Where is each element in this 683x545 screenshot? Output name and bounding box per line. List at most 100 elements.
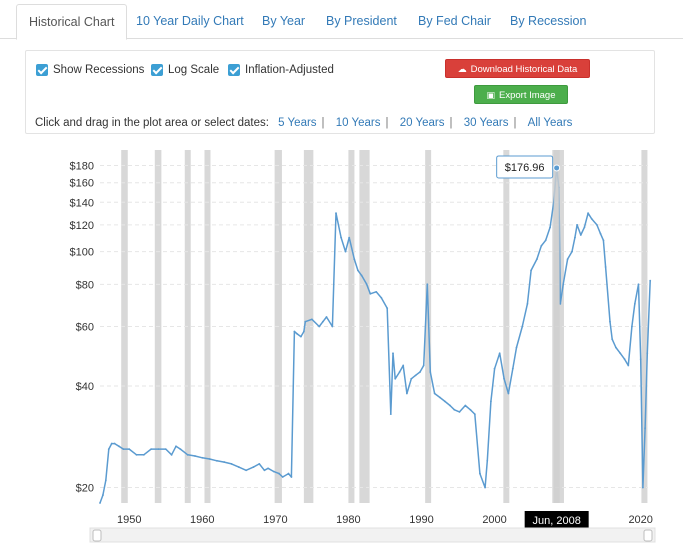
data-point [208,458,211,460]
inflation-adjusted-checkbox[interactable]: Inflation-Adjusted [228,63,334,77]
data-point [267,467,269,470]
log-scale-label: Log Scale [168,64,220,76]
data-point [449,404,451,407]
value-callout-box [496,155,554,179]
data-point [627,364,630,367]
data-point [641,486,644,489]
data-point [164,448,167,450]
data-point [113,442,116,445]
x-tick-label: 1990 [409,514,433,526]
data-point [623,358,626,361]
data-point [318,325,321,328]
data-point [571,250,573,253]
data-point [201,456,204,459]
data-point [128,448,131,450]
data-point [526,303,529,305]
data-point [414,374,417,377]
data-point [230,463,233,465]
oil-price-chart[interactable]: $20 $40 $60 $80 $100 $120 $140 $160 $180 1950 196… [0,140,683,545]
data-point [331,325,334,328]
x-tick-label: 1970 [263,514,287,526]
data-point [511,367,514,370]
image-icon: ▣ [486,90,495,100]
data-point [604,266,607,268]
data-point [486,459,489,462]
chart-options-panel: Show Recessions Log Scale Inflation-Adju… [25,50,655,134]
data-point [637,283,640,286]
data-point [300,335,302,338]
tab-by-year[interactable]: By Year [262,14,306,28]
data-point [458,411,461,413]
log-scale-checkbox[interactable]: Log Scale [151,63,219,77]
data-point [310,318,313,321]
date-range-prompt: Click and drag in the plot area or selec… [35,117,269,129]
x-tick-label: 1950 [117,514,141,526]
data-point [348,236,351,239]
range-link-5-years[interactable]: 5 Years [278,117,317,129]
y-tick-label: $20 [76,483,94,495]
data-point [296,333,299,335]
download-historical-data-button[interactable]: ☁ Download Historical Data [445,59,590,78]
tab-by-fed-chair[interactable]: By Fed Chair [418,14,491,28]
data-point [293,330,296,333]
price-series [99,167,652,504]
data-point [398,371,401,373]
highlight-point [553,164,561,172]
navigator-right-handle [643,529,653,542]
data-point [587,212,589,215]
data-point [258,463,261,465]
tab-by-recession[interactable]: By Recession [510,14,587,28]
y-tick-label: $60 [76,322,94,334]
highlight-marker: $176.96 Jun, 2008 [496,150,589,529]
range-separator: | [513,117,517,129]
range-separator: | [385,117,389,129]
data-point [559,303,562,305]
data-point [515,346,518,349]
y-tick-label: $120 [70,220,94,232]
data-point [498,352,501,355]
data-point [304,320,307,323]
data-point [389,413,392,416]
data-point [365,283,368,286]
checkbox-checked-icon [228,64,240,76]
range-separator: | [321,117,325,129]
y-tick-label: $80 [76,279,94,291]
y-tick-label: $160 [70,178,94,190]
export-button-label: Export Image [499,90,556,101]
data-point [429,371,432,373]
data-point [402,364,405,367]
download-cloud-icon: ☁ [457,64,467,74]
data-point [566,258,569,261]
range-link-10-years[interactable]: 10 Years [335,117,381,129]
data-point [237,466,240,468]
data-point [170,453,173,456]
date-range-selector: Click and drag in the plot area or selec… [35,117,575,129]
range-link-30-years[interactable]: 30 Years [463,117,509,129]
range-navigator[interactable] [89,527,656,543]
tab-by-president[interactable]: By President [326,14,397,28]
data-point [287,472,290,475]
data-point [433,392,436,395]
range-link-20-years[interactable]: 20 Years [399,117,445,129]
export-image-button[interactable]: ▣ Export Image [474,85,568,104]
data-point [562,283,565,286]
data-point [469,408,472,411]
data-point [278,472,280,475]
data-point [484,486,486,489]
data-point [186,453,189,456]
data-point [549,226,551,229]
data-point [443,400,446,403]
data-point [544,239,547,242]
data-point [194,455,196,457]
data-point [157,448,160,450]
tab-10-year-daily-chart[interactable]: 10 Year Daily Chart [136,14,244,28]
recession-band [348,150,355,503]
data-point [118,445,120,448]
tab-historical-chart[interactable]: Historical Chart [16,4,128,40]
range-link-all-years[interactable]: All Years [527,117,573,129]
data-point [369,292,372,295]
data-point [405,392,408,395]
data-point [357,269,359,272]
show-recessions-checkbox[interactable]: Show Recessions [36,63,144,77]
data-point [386,307,389,310]
